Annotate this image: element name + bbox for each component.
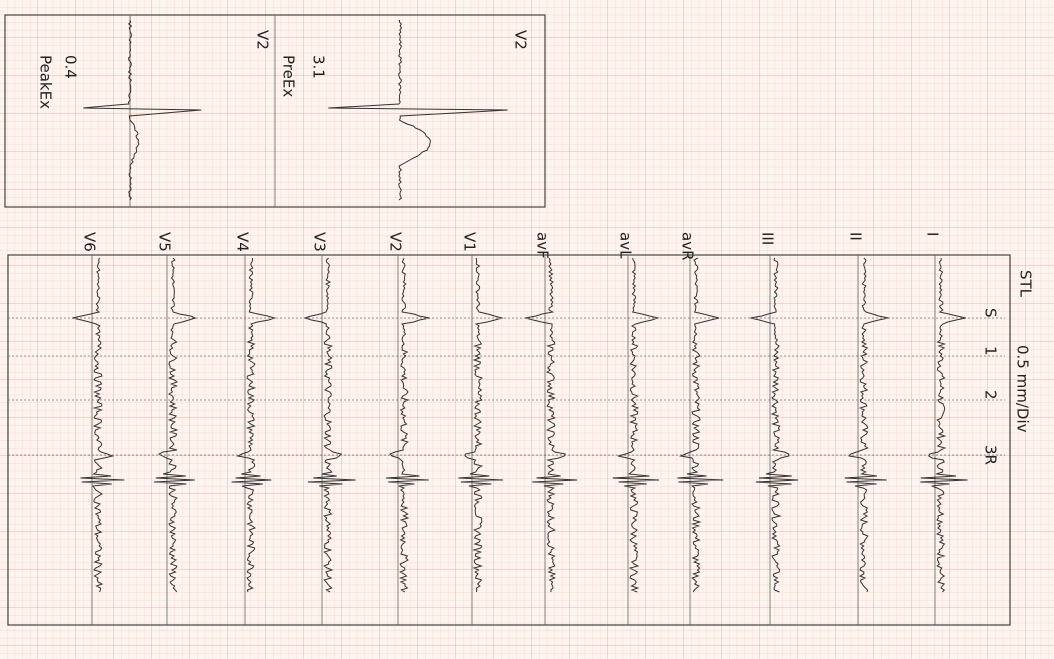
- scale-label: 0.5 mm/Div: [1014, 345, 1032, 433]
- ecg-trace: [844, 257, 889, 593]
- lead-label: avR: [679, 232, 697, 261]
- ecg-trace: [525, 257, 578, 593]
- ecg-trace: [677, 257, 724, 593]
- marker-label: 1: [982, 346, 1000, 356]
- panel-stage: PeakEx: [37, 55, 55, 109]
- ecg-trace: [750, 257, 799, 593]
- panel-value: 0.4: [62, 55, 80, 79]
- lead-label: I: [924, 232, 942, 236]
- lead-label: III: [759, 232, 777, 245]
- ecg-trace: [153, 257, 197, 593]
- panel-lead: V2: [254, 30, 272, 50]
- ecg-trace: [920, 257, 968, 593]
- lead-label: II: [847, 232, 865, 241]
- marker-label: 3R: [982, 445, 1000, 465]
- ecg-trace: [72, 257, 125, 593]
- ecg-trace: [612, 257, 660, 593]
- lead-label: V3: [311, 232, 329, 252]
- panel-trace: [328, 20, 508, 201]
- ecg-trace: [386, 257, 430, 593]
- lead-label: V4: [234, 232, 252, 252]
- lead-label: V1: [461, 232, 479, 252]
- ecg-trace: [458, 257, 504, 593]
- panel-value: 3.1: [310, 55, 328, 79]
- ecg-trace: [231, 258, 277, 593]
- panel-stage: PreEx: [280, 55, 298, 97]
- lead-label: V5: [156, 232, 174, 252]
- panel-lead: V2: [512, 30, 530, 50]
- main-frame: [7, 254, 1011, 626]
- lead-label: avF: [534, 232, 552, 259]
- ecg-trace: [303, 257, 356, 593]
- title: STL: [1017, 270, 1035, 298]
- marker-label: 2: [982, 390, 1000, 400]
- lead-label: V6: [81, 232, 99, 252]
- lead-label: avL: [617, 232, 635, 259]
- lead-label: V2: [387, 232, 405, 252]
- panel-trace: [83, 19, 202, 201]
- marker-label: S: [982, 308, 1000, 318]
